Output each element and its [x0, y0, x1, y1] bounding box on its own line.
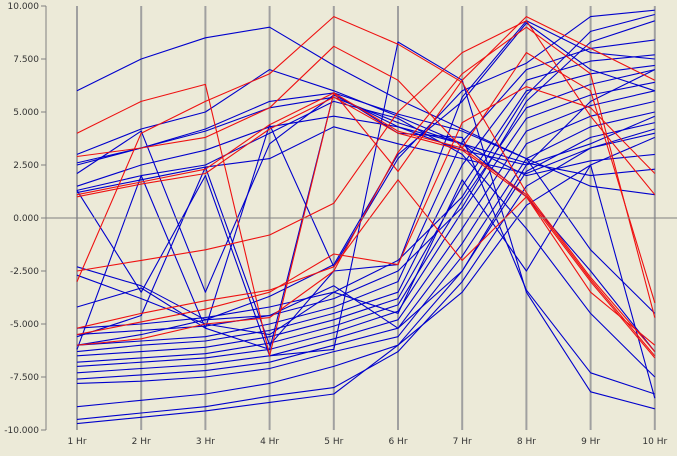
- blue-series-line-13: [76, 69, 655, 363]
- blue-series-line-6: [76, 69, 656, 329]
- blue-series-line-26: [76, 92, 656, 314]
- red-series-line-35: [76, 86, 656, 336]
- x-tick-label: 3 Hr: [196, 437, 215, 447]
- y-tick-label: -2.500: [10, 267, 39, 277]
- x-tick-label: 8 Hr: [517, 437, 536, 447]
- x-tick-label: 6 Hr: [388, 437, 407, 447]
- blue-series-line-10: [76, 39, 655, 346]
- red-series-line-36: [76, 45, 656, 303]
- blue-series-line-12: [76, 64, 655, 357]
- red-series-group: [76, 16, 656, 359]
- axes: [41, 5, 677, 431]
- blue-series-line-20: [76, 136, 656, 425]
- red-series-line-37: [76, 26, 656, 346]
- x-tick-label: 1 Hr: [67, 437, 86, 447]
- red-series-line-34: [76, 179, 656, 346]
- blue-series-line-1: [76, 26, 655, 196]
- tick-labels: 1 Hr 2 Hr 3 Hr 4 Hr 5 Hr 6 Hr 7 Hr 8 Hr 9 Hr 10 H…: [4, 2, 667, 447]
- y-tick-label: 7.500: [13, 55, 39, 65]
- red-series-line-30: [76, 16, 656, 352]
- blue-series-line-8: [76, 13, 655, 329]
- x-tick-label: 2 Hr: [132, 437, 151, 447]
- blue-series-line-17: [76, 111, 655, 384]
- blue-series-line-16: [76, 100, 655, 380]
- y-tick-label: 2.500: [13, 161, 39, 171]
- blue-series-line-23: [76, 94, 656, 352]
- blue-series-line-24: [76, 20, 655, 346]
- red-series-line-29: [76, 16, 656, 357]
- x-tick-label: 7 Hr: [453, 437, 472, 447]
- y-tick-label: -10.000: [4, 426, 39, 436]
- red-series-line-32: [76, 20, 656, 272]
- x-tick-label: 4 Hr: [260, 437, 279, 447]
- blue-series-line-25: [76, 22, 655, 346]
- red-series-line-31: [76, 92, 656, 357]
- blue-series-line-22: [76, 92, 655, 395]
- blue-series-line-21: [76, 41, 655, 410]
- blue-series-line-18: [76, 122, 655, 408]
- blue-series-line-14: [76, 81, 655, 367]
- y-tick-label: 5.000: [13, 108, 39, 118]
- y-tick-label: 10.000: [8, 2, 40, 12]
- x-tick-label: 10 Hr: [642, 437, 667, 447]
- red-series-line-33: [76, 96, 656, 359]
- x-tick-label: 9 Hr: [581, 437, 600, 447]
- x-tick-label: 5 Hr: [324, 437, 343, 447]
- y-tick-label: -7.500: [10, 373, 39, 383]
- blue-series-line-27: [76, 100, 656, 378]
- blue-series-line-15: [76, 90, 655, 374]
- blue-series-line-5: [76, 126, 655, 194]
- y-tick-label: -5.000: [10, 320, 39, 330]
- y-tick-label: 0.000: [13, 214, 39, 224]
